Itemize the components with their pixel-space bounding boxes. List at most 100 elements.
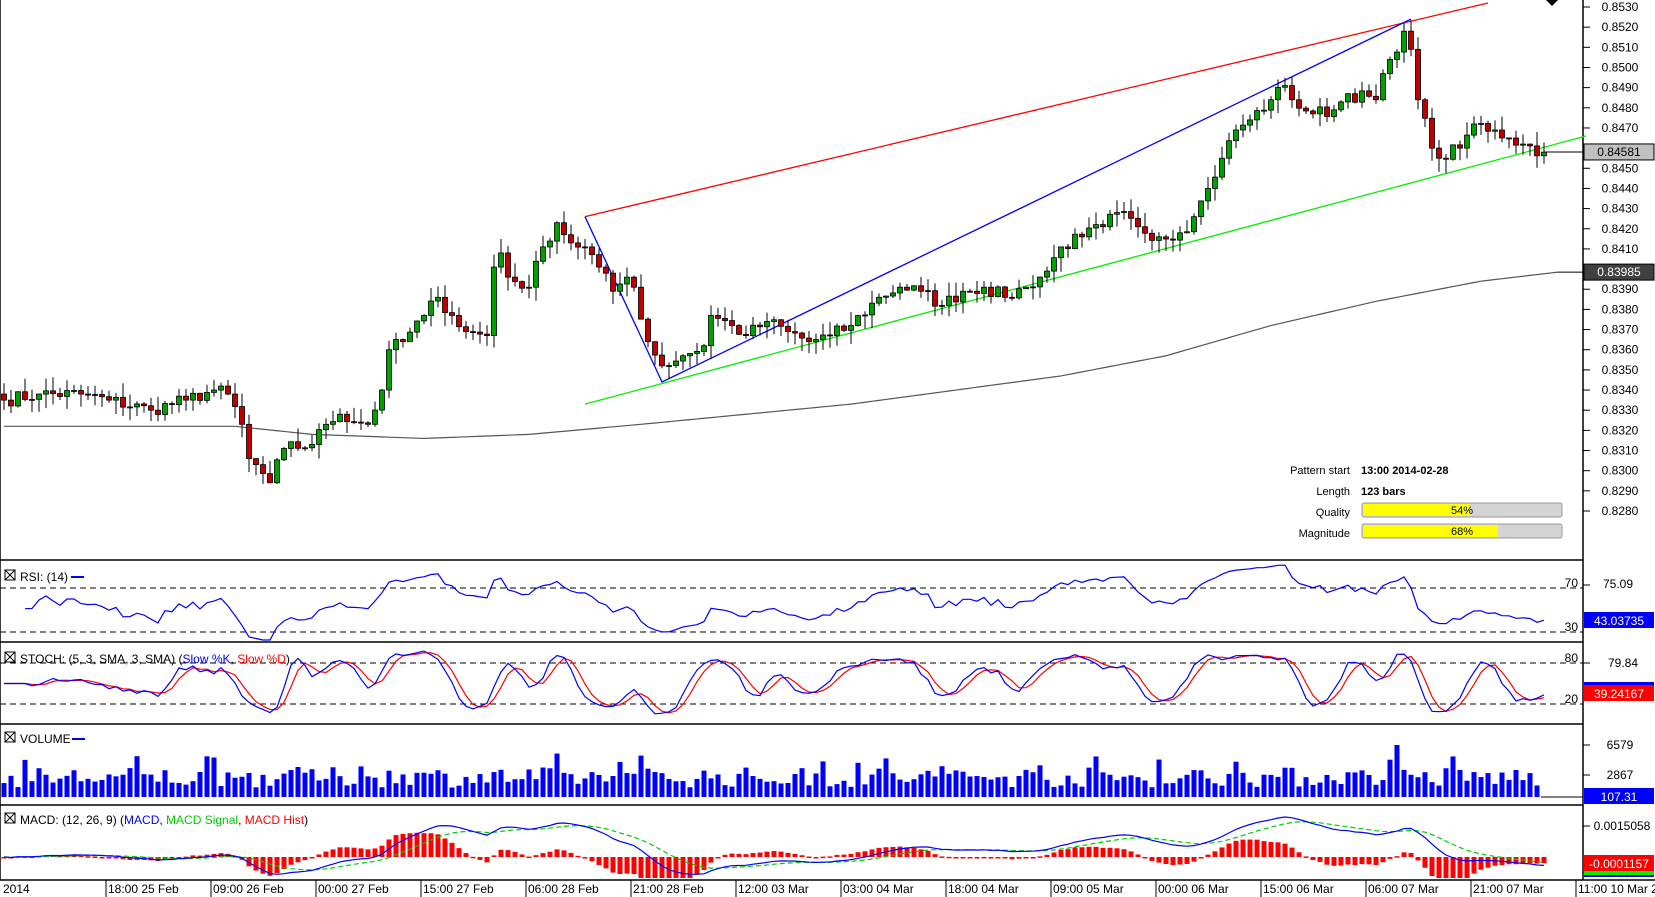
close-panel-icon[interactable] (4, 569, 16, 581)
candle-body (281, 448, 287, 461)
volume-bar (1072, 783, 1078, 797)
candle (904, 284, 910, 291)
volume-bar (526, 769, 532, 797)
candle (22, 378, 28, 402)
candle (1016, 279, 1022, 300)
candle (393, 332, 399, 364)
stoch-panel[interactable]: STOCH: (5, 3, SMA, 3, SMA) (Slow %K, Slo… (0, 650, 1654, 715)
candle (260, 456, 266, 484)
macd-hist-bar (1275, 842, 1281, 857)
candle (1170, 229, 1176, 252)
candle (925, 279, 931, 302)
macd-hist-bar (834, 854, 840, 857)
candle-body (1051, 257, 1057, 272)
candle (764, 312, 770, 339)
candle-body (638, 286, 644, 320)
stoch-last-value: 39.24167 (1594, 687, 1644, 701)
volume-bar (967, 776, 973, 797)
macd-hist-bar (1527, 857, 1533, 864)
macd-hist-bar (911, 847, 917, 857)
volume-bar (85, 778, 91, 797)
candle-body (15, 391, 21, 407)
candle-body (1, 393, 7, 401)
volume-bar (645, 768, 651, 797)
volume-bar (372, 777, 378, 797)
candle-body (1163, 236, 1169, 240)
candle (1184, 220, 1190, 234)
candle-body (498, 252, 504, 268)
macd-hist-bar (99, 857, 105, 859)
candle-body (715, 315, 721, 319)
volume-bar (1016, 775, 1022, 797)
candle (855, 314, 861, 327)
volume-bar (1191, 770, 1197, 797)
candle-body (869, 302, 875, 316)
candle-body (36, 393, 42, 400)
candle (932, 283, 938, 317)
volume-bar (1373, 784, 1379, 797)
candle-body (288, 441, 294, 449)
candle-body (78, 390, 84, 395)
candle-body (610, 272, 616, 292)
volume-bar (330, 767, 336, 797)
volume-bar (1205, 778, 1211, 797)
volume-bar (274, 779, 280, 797)
volume-bar (624, 773, 630, 797)
macd-hist-bar (932, 854, 938, 857)
macd-hist-bar (925, 850, 931, 857)
macd-hist-bar (456, 848, 462, 857)
candle-body (1471, 123, 1477, 136)
price-tick-label: 0.8300 (1602, 464, 1639, 478)
candle (8, 390, 14, 413)
candle-body (29, 398, 35, 401)
candle-body (1212, 176, 1218, 189)
volume-bar (897, 779, 903, 797)
candle-body (1366, 90, 1372, 97)
macd-panel[interactable]: MACD: (12, 26, 9) (MACD, MACD Signal, MA… (1, 812, 1655, 878)
candle-body (232, 393, 238, 407)
volume-bar (1184, 774, 1190, 797)
candle (176, 388, 182, 413)
volume-bar (302, 772, 308, 797)
candle-body (491, 266, 497, 337)
candle-body (988, 286, 994, 297)
close-panel-icon[interactable] (4, 651, 16, 663)
price-panel[interactable] (1, 2, 1587, 484)
macd-hist-bar (491, 855, 497, 857)
candle (1058, 246, 1064, 272)
rsi-panel[interactable]: RSI: (14) 70 30 75.09 43.03735 (0, 564, 1654, 641)
candle-body (1387, 59, 1393, 75)
candle (827, 322, 833, 348)
candle (309, 434, 315, 452)
candle (1373, 84, 1379, 104)
macd-hist-bar (421, 833, 427, 857)
candle (1254, 107, 1260, 130)
candle (253, 458, 259, 476)
close-panel-icon[interactable] (4, 731, 16, 743)
volume-bar (1086, 767, 1092, 797)
candle (708, 305, 714, 360)
volume-bar (1401, 769, 1407, 797)
candle-body (400, 339, 406, 343)
volume-panel[interactable]: VOLUME 6579 2867 107.31 (1, 731, 1655, 804)
candle (218, 382, 224, 400)
candle (575, 236, 581, 260)
close-panel-icon[interactable] (4, 812, 16, 824)
candle-body (890, 292, 896, 297)
macd-hist-bar (1226, 843, 1232, 857)
resistance-line (584, 2, 1489, 218)
macd-hist-bar (1534, 857, 1540, 864)
macd-hist-bar (232, 856, 238, 858)
volume-bar (1450, 756, 1456, 797)
scroll-marker-icon[interactable] (1546, 0, 1558, 6)
candle-body (1261, 109, 1267, 112)
macd-hist-bar (197, 855, 203, 858)
macd-hist-bar (792, 853, 798, 857)
volume-bar (1464, 780, 1470, 797)
rsi-axis-label: 75.09 (1603, 577, 1633, 591)
macd-hist-bar (1485, 857, 1491, 868)
candle (785, 320, 791, 343)
volume-bar (1282, 767, 1288, 797)
sma-last-price-box (1583, 263, 1655, 281)
